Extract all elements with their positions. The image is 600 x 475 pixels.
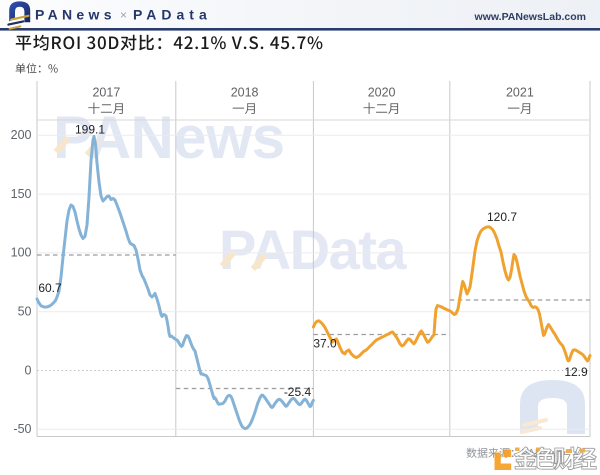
svg-text:2021: 2021	[506, 86, 534, 100]
svg-text:200: 200	[11, 128, 32, 142]
svg-text:199.1: 199.1	[75, 123, 105, 137]
svg-text:www.PANewsLab.com: www.PANewsLab.com	[474, 11, 586, 23]
svg-text:120.7: 120.7	[487, 210, 517, 224]
svg-text:×: ×	[120, 8, 127, 22]
svg-text:37.0: 37.0	[313, 337, 337, 351]
svg-text:PANews: PANews	[53, 104, 284, 171]
svg-text:0: 0	[25, 363, 32, 377]
svg-text:50: 50	[18, 305, 32, 319]
svg-text:2018: 2018	[231, 86, 259, 100]
svg-text:60.7: 60.7	[38, 281, 62, 295]
svg-text:PAData: PAData	[133, 7, 212, 23]
svg-text:-25.4: -25.4	[284, 385, 312, 399]
svg-text:2017: 2017	[92, 86, 120, 100]
svg-text:12.9: 12.9	[564, 365, 588, 379]
svg-text:-50: -50	[13, 422, 31, 436]
svg-text:100: 100	[11, 246, 32, 260]
svg-text:150: 150	[11, 187, 32, 201]
svg-text:PANews: PANews	[35, 7, 116, 23]
svg-text:PAData: PAData	[219, 218, 407, 281]
svg-text:2020: 2020	[368, 86, 396, 100]
